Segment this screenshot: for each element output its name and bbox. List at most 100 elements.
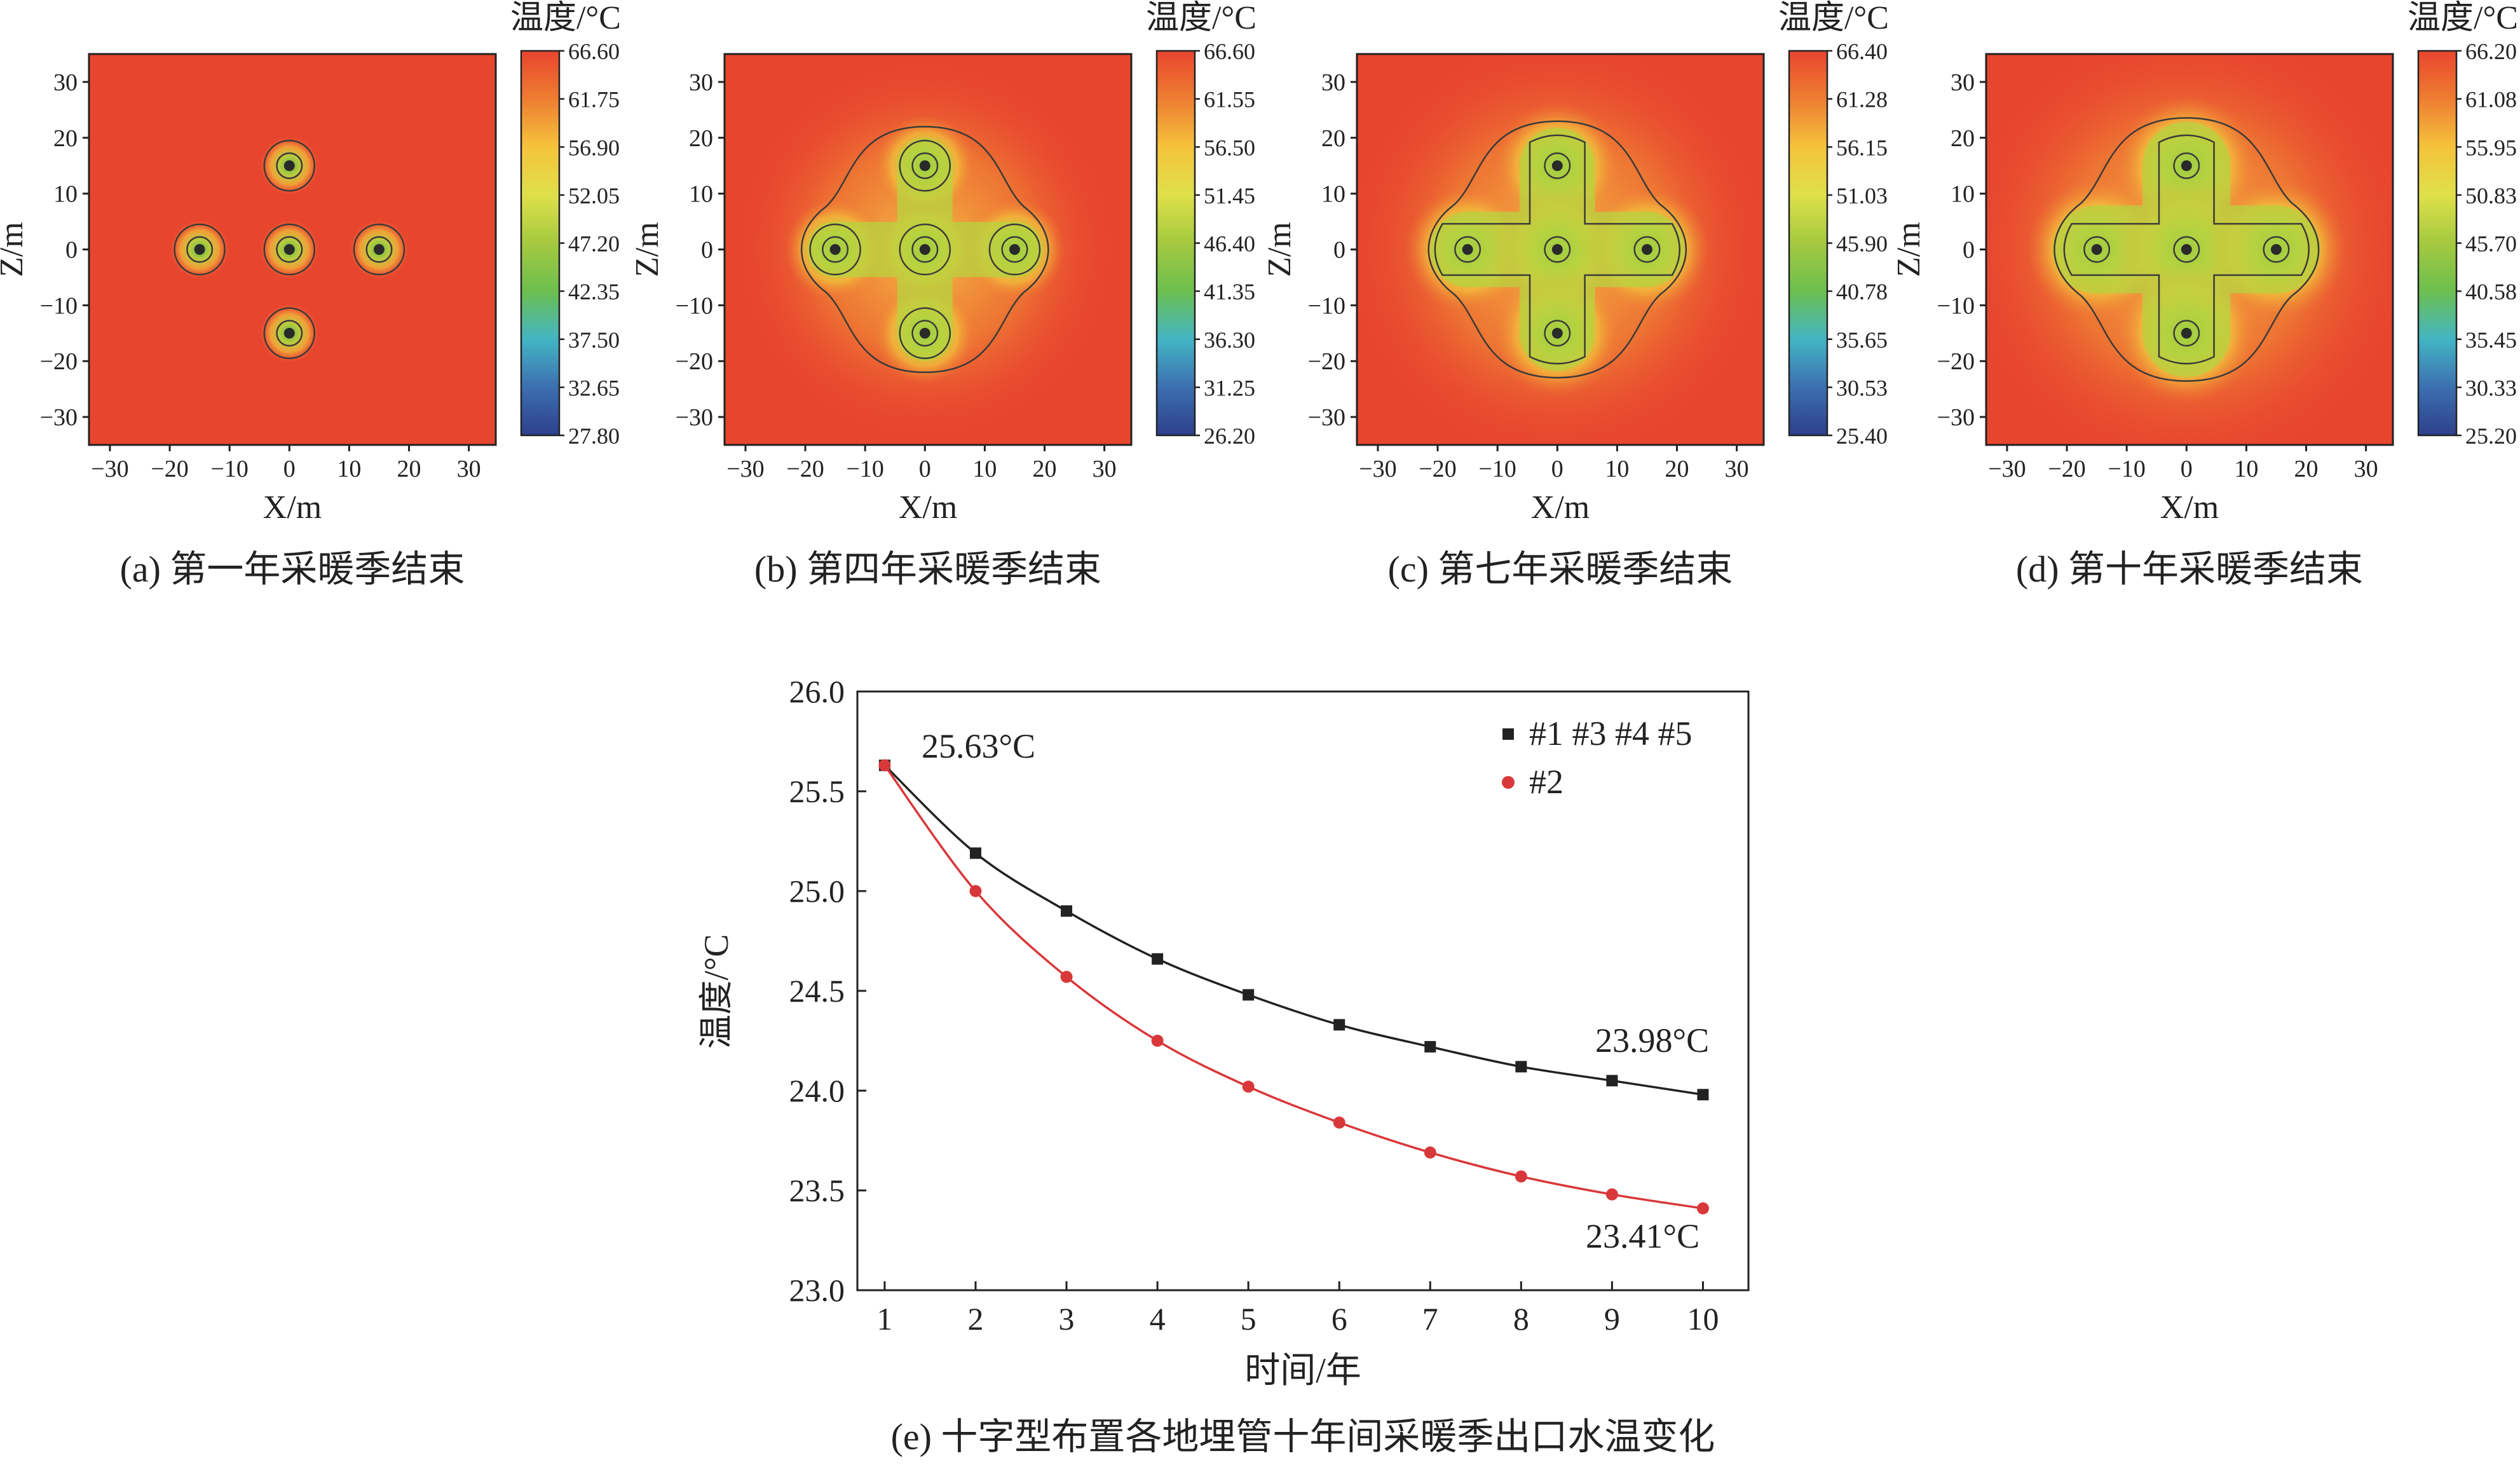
contour-line <box>263 139 316 192</box>
temperature-field <box>1357 54 1764 445</box>
x-tick-label: 20 <box>397 456 421 482</box>
contour-line <box>988 223 1041 276</box>
temperature-field <box>89 54 496 445</box>
x-tick-label: 4 <box>1150 1301 1166 1337</box>
x-tick-label: −10 <box>846 456 883 482</box>
colorbar <box>520 50 561 437</box>
x-tick-label: −10 <box>2108 456 2145 482</box>
y-tick-label: −20 <box>1308 348 1345 375</box>
data-point-series-2 <box>1151 1035 1164 1047</box>
x-tick-label: 10 <box>1605 456 1629 482</box>
contour-line <box>1544 152 1571 179</box>
y-tick-label: 30 <box>1321 69 1345 96</box>
contour-line <box>822 236 849 263</box>
legend-label-series-2: #2 <box>1529 763 1563 801</box>
y-tick-label: −10 <box>1937 292 1975 319</box>
y-tick-label: −30 <box>1308 404 1345 431</box>
x-axis-label: X/m <box>2160 489 2219 526</box>
colorbar-tick-label: 50.83 <box>2465 183 2517 208</box>
contour-line <box>899 139 951 192</box>
data-point-series-1 <box>1697 1089 1709 1101</box>
colorbar-tick-label: 66.20 <box>2465 39 2517 64</box>
data-point-series-2 <box>1333 1116 1345 1129</box>
y-tick-label: 24.0 <box>789 1073 845 1108</box>
colorbar-tick-label: 66.60 <box>1204 39 1255 64</box>
colorbar-tick-label: 36.30 <box>1204 327 1255 353</box>
contour-panel: −30 −20 −10 0 10 20 30 30 20 10 0 −10 −20 −30 X/m Z/m (c… <box>1262 0 1889 590</box>
colorbar-tick-label: 45.70 <box>2465 231 2517 257</box>
legend: #1 #3 #4 #5 #2 <box>1502 714 1692 801</box>
colorbar-title: 温度/°C <box>2408 0 2518 36</box>
contour-line <box>1633 236 1661 263</box>
contour-line <box>2083 236 2111 263</box>
plot-frame <box>856 690 1750 1291</box>
borehole-marker <box>1642 244 1652 255</box>
borehole-marker <box>919 244 930 255</box>
borehole-marker <box>2181 327 2192 339</box>
colorbar-title: 温度/°C <box>1146 0 1257 36</box>
data-point-series-2 <box>1515 1170 1527 1183</box>
y-tick-label: −10 <box>676 292 713 319</box>
y-tick-label: −20 <box>1937 348 1975 375</box>
borehole-marker <box>1462 244 1473 255</box>
y-tick-label: 26.0 <box>789 674 845 709</box>
contour-envelope <box>800 125 1049 374</box>
panel-caption: (d) 第十年采暖季结束 <box>2016 549 2363 590</box>
colorbar <box>2417 50 2458 437</box>
y-tick-label: −30 <box>676 404 713 431</box>
colorbar-tick-label: 35.65 <box>1836 327 1888 353</box>
y-tick-label: 30 <box>1951 69 1975 96</box>
contour-line <box>2173 152 2200 179</box>
x-tick-label: 2 <box>967 1301 983 1337</box>
data-point-series-2 <box>1424 1146 1436 1159</box>
panel-caption: (a) 第一年采暖季结束 <box>120 549 465 590</box>
panel-caption: (c) 第七年采暖季结束 <box>1388 549 1733 590</box>
annotation-series-1-end: 23.98°C <box>1595 1021 1709 1060</box>
contour-line <box>276 236 303 263</box>
colorbar-tick-label: 30.33 <box>2465 375 2517 400</box>
colorbar-tick-label: 35.45 <box>2465 327 2517 353</box>
y-axis-ticks: 26.0 25.5 25.0 24.5 24.0 23.5 23.0 <box>789 674 866 1308</box>
borehole-marker <box>283 327 295 339</box>
colorbar-tick-label: 61.55 <box>1204 87 1255 112</box>
y-tick-label: 23.0 <box>789 1272 845 1308</box>
y-tick-label: 25.0 <box>789 873 845 909</box>
contour-line <box>365 236 393 263</box>
x-tick-label: −30 <box>726 456 764 482</box>
y-tick-label: 20 <box>1321 125 1345 152</box>
contour-line <box>263 307 316 360</box>
legend-marker-series-1 <box>1502 728 1514 740</box>
colorbar <box>1788 50 1829 437</box>
x-tick-label: 0 <box>283 456 296 482</box>
x-tick-label: −10 <box>1478 456 1516 482</box>
colorbar-tick-label: 51.03 <box>1836 183 1888 208</box>
y-axis-label: Z/m <box>629 222 665 277</box>
data-point-series-1 <box>1515 1061 1527 1073</box>
y-tick-label: 23.5 <box>789 1173 845 1208</box>
ylabel: 温度/°C <box>697 934 735 1049</box>
contour-line <box>911 236 939 263</box>
x-tick-label: −20 <box>151 456 188 482</box>
colorbar-tick-label: 47.20 <box>568 231 620 257</box>
colorbar-tick-label: 40.58 <box>2465 279 2517 304</box>
borehole-marker <box>919 327 930 339</box>
series-line-2 <box>883 765 1703 1209</box>
contour-line <box>911 320 939 347</box>
borehole-marker <box>2181 244 2192 255</box>
data-point-series-2 <box>1696 1202 1709 1215</box>
borehole-marker <box>2271 244 2282 255</box>
y-tick-label: 20 <box>1951 125 1975 152</box>
y-tick-label: 20 <box>689 125 713 152</box>
y-tick-label: 0 <box>65 237 78 264</box>
y-tick-label: −30 <box>1937 404 1975 431</box>
colorbar-tick-label: 52.05 <box>568 183 620 208</box>
contour-line <box>2173 320 2200 347</box>
borehole-marker <box>1009 244 1020 255</box>
data-point-series-2 <box>1060 971 1073 983</box>
borehole-marker <box>2181 160 2192 172</box>
colorbar-tick-label: 45.90 <box>1836 231 1888 257</box>
x-tick-label: −30 <box>91 456 128 482</box>
colorbar <box>1155 50 1196 437</box>
y-axis-label: Z/m <box>0 222 30 277</box>
